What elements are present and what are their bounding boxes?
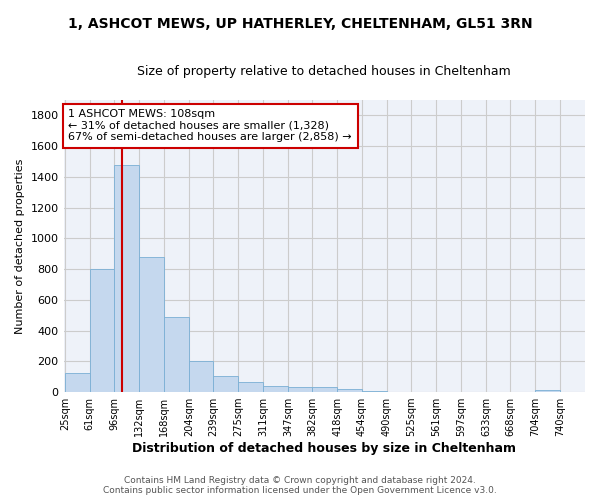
Bar [288,386,312,392]
Bar [263,386,288,392]
Bar [90,269,114,392]
Bar [238,382,263,392]
Title: Size of property relative to detached houses in Cheltenham: Size of property relative to detached ho… [137,65,511,78]
Bar [213,376,238,392]
X-axis label: Distribution of detached houses by size in Cheltenham: Distribution of detached houses by size … [132,442,516,455]
Text: 1 ASHCOT MEWS: 108sqm
← 31% of detached houses are smaller (1,328)
67% of semi-d: 1 ASHCOT MEWS: 108sqm ← 31% of detached … [68,109,352,142]
Y-axis label: Number of detached properties: Number of detached properties [15,158,25,334]
Bar [362,390,387,392]
Bar [65,373,90,392]
Bar [535,390,560,392]
Text: 1, ASHCOT MEWS, UP HATHERLEY, CHELTENHAM, GL51 3RN: 1, ASHCOT MEWS, UP HATHERLEY, CHELTENHAM… [68,18,532,32]
Bar [114,164,139,392]
Bar [312,388,337,392]
Text: Contains HM Land Registry data © Crown copyright and database right 2024.
Contai: Contains HM Land Registry data © Crown c… [103,476,497,495]
Bar [337,390,362,392]
Bar [139,257,164,392]
Bar [164,317,189,392]
Bar [189,360,213,392]
